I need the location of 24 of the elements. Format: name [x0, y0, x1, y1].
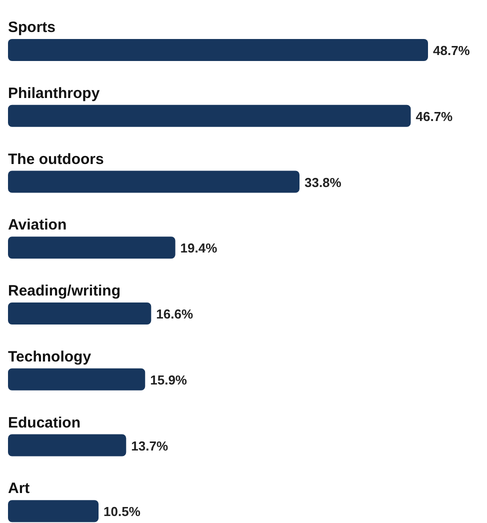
data-label: 13.7%: [131, 438, 168, 454]
y-tick-label: Sports: [8, 19, 56, 36]
bar: [8, 368, 146, 390]
bar: [8, 170, 300, 193]
bar: [8, 434, 126, 456]
y-tick-label: Education: [8, 414, 81, 432]
data-label: 46.7%: [416, 108, 454, 124]
data-label: 48.7%: [433, 43, 470, 58]
data-label: 15.9%: [150, 372, 188, 388]
y-tick-label: Art: [8, 480, 30, 498]
bar: [8, 302, 152, 324]
bar: [8, 236, 176, 259]
data-label: 33.8%: [304, 174, 342, 190]
y-tick-label: Philanthropy: [8, 84, 100, 102]
y-tick-label: Aviation: [8, 216, 67, 234]
data-label: 16.6%: [156, 306, 194, 322]
y-tick-label: Reading/writing: [8, 282, 120, 300]
bar: [8, 104, 411, 127]
data-label: 10.5%: [104, 504, 141, 520]
y-tick-label: Technology: [8, 348, 92, 366]
y-tick-label: The outdoors: [8, 150, 104, 168]
data-label: 19.4%: [180, 240, 218, 256]
bar: [8, 500, 99, 522]
bar: [8, 39, 428, 61]
